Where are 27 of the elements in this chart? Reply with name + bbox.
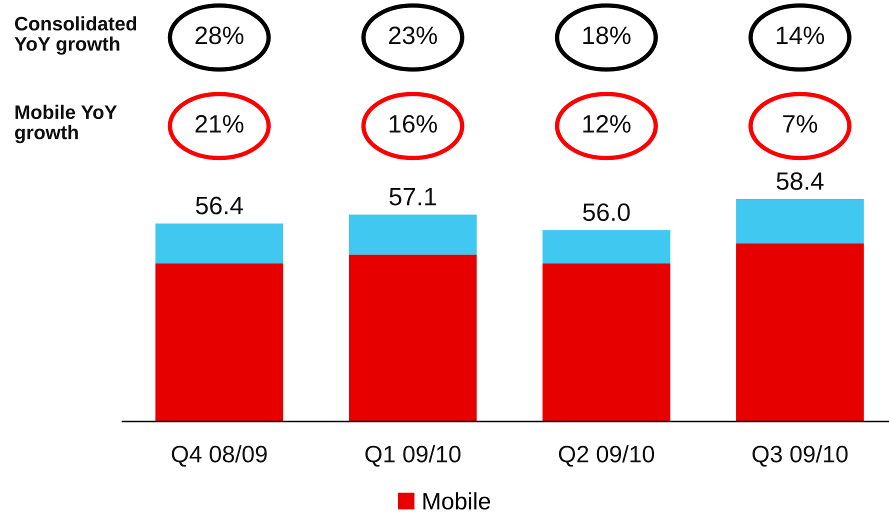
x-tick-label: Q4 08/09 bbox=[172, 445, 267, 467]
bar bbox=[155, 264, 284, 422]
text: Mobile YoY growth bbox=[15, 104, 117, 144]
text: 28% bbox=[196, 26, 244, 44]
bar bbox=[736, 244, 864, 422]
bar bbox=[155, 223, 284, 264]
annotation: 56.0 bbox=[583, 203, 630, 222]
annotation: 57.1 bbox=[390, 188, 436, 206]
bar bbox=[348, 254, 477, 422]
x-tick-label: Q1 09/10 bbox=[365, 445, 460, 467]
text: 23% bbox=[389, 26, 437, 44]
annotation: 58.4 bbox=[776, 172, 824, 190]
annotation: 56.4 bbox=[196, 196, 243, 214]
text: 7% bbox=[783, 115, 818, 133]
text: 16% bbox=[390, 115, 437, 133]
legend-label: Mobile bbox=[423, 492, 490, 510]
text: Consolidated YoY growth bbox=[14, 16, 136, 55]
bar bbox=[542, 264, 670, 422]
x-tick-label: Q3 09/10 bbox=[752, 445, 848, 467]
text: 18% bbox=[583, 26, 631, 44]
text: 12% bbox=[583, 115, 631, 133]
bar bbox=[736, 199, 864, 244]
text: 14% bbox=[776, 26, 824, 44]
bar bbox=[542, 230, 670, 264]
text: 21% bbox=[196, 115, 244, 133]
bar bbox=[348, 214, 477, 255]
x-tick-label: Q2 09/10 bbox=[558, 445, 654, 467]
